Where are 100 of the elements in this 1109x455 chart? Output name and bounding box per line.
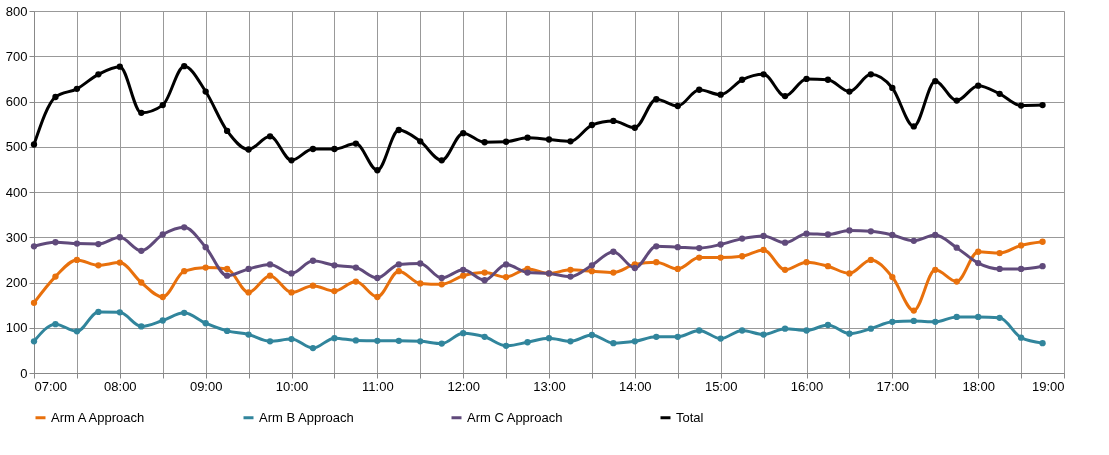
point — [202, 88, 209, 95]
point — [588, 331, 596, 339]
point — [610, 339, 617, 347]
point — [674, 102, 681, 110]
x-tick-label: 08:00 — [104, 378, 137, 394]
point — [223, 327, 231, 335]
point — [73, 256, 81, 264]
point — [116, 234, 123, 241]
point — [653, 258, 660, 266]
point — [824, 76, 832, 83]
point — [1017, 242, 1025, 249]
point — [653, 96, 660, 103]
point — [417, 338, 424, 345]
x-tick-label: 11:00 — [362, 378, 394, 394]
point — [309, 257, 317, 264]
point — [460, 272, 467, 279]
point — [138, 323, 145, 330]
point — [395, 261, 402, 268]
point — [738, 76, 746, 83]
point — [181, 309, 188, 316]
point — [223, 272, 231, 279]
point — [588, 121, 596, 129]
point — [502, 273, 510, 281]
point — [438, 157, 445, 164]
point — [223, 127, 231, 135]
y-tick-label: 500 — [5, 139, 28, 155]
point — [159, 231, 166, 238]
x-tick-label: 07:00 — [34, 378, 68, 394]
point — [996, 249, 1003, 257]
point — [138, 247, 145, 254]
point — [738, 253, 746, 260]
point — [631, 264, 638, 272]
x-tick-label: 12:00 — [447, 378, 480, 394]
point — [73, 240, 81, 247]
y-tick-label: 400 — [5, 184, 28, 200]
point — [932, 231, 939, 239]
point — [588, 262, 596, 269]
point — [30, 299, 38, 307]
point — [116, 259, 123, 266]
point — [824, 231, 832, 238]
legend-label: Arm B Approach — [259, 409, 354, 425]
y-tick-label: 600 — [5, 94, 28, 109]
point — [696, 244, 703, 252]
point — [309, 282, 317, 289]
point — [803, 327, 810, 334]
point — [760, 331, 767, 338]
legend-label: Arm A Approach — [51, 409, 145, 425]
y-tick-label: 200 — [5, 275, 28, 290]
point — [1039, 238, 1046, 245]
point — [181, 224, 188, 231]
point — [159, 101, 166, 109]
point — [910, 317, 917, 325]
point — [867, 325, 875, 332]
point — [309, 145, 317, 153]
point — [374, 167, 381, 174]
point — [846, 270, 853, 277]
point — [352, 337, 360, 344]
point — [975, 82, 982, 89]
point — [738, 235, 746, 242]
point — [717, 241, 724, 248]
point — [996, 314, 1003, 321]
point — [460, 266, 467, 273]
point — [738, 327, 746, 334]
x-tick-label: 17:00 — [876, 378, 910, 394]
point — [30, 243, 38, 250]
point — [953, 97, 960, 104]
point — [245, 289, 252, 296]
y-tick-label: 300 — [5, 229, 28, 245]
point — [953, 244, 960, 251]
point — [867, 71, 875, 78]
point — [524, 269, 531, 276]
point — [760, 246, 767, 254]
point — [52, 320, 59, 328]
point — [288, 157, 295, 164]
point — [159, 293, 166, 301]
point — [481, 277, 488, 284]
point — [288, 335, 295, 343]
point — [674, 244, 681, 251]
point — [867, 228, 875, 235]
point — [803, 258, 810, 266]
point — [95, 240, 102, 248]
x-tick-label: 13:00 — [533, 378, 566, 394]
point — [52, 93, 59, 101]
point — [73, 328, 81, 335]
point — [438, 340, 445, 347]
point — [309, 344, 317, 352]
point — [352, 278, 360, 285]
point — [588, 268, 596, 275]
point — [181, 268, 188, 275]
point — [696, 254, 703, 261]
point — [481, 139, 488, 146]
point — [696, 86, 703, 93]
point — [73, 85, 81, 92]
point — [138, 279, 145, 286]
point — [1017, 334, 1025, 341]
point — [975, 259, 982, 267]
point — [374, 293, 381, 301]
point — [803, 75, 810, 83]
point — [717, 254, 724, 261]
point — [30, 338, 38, 345]
